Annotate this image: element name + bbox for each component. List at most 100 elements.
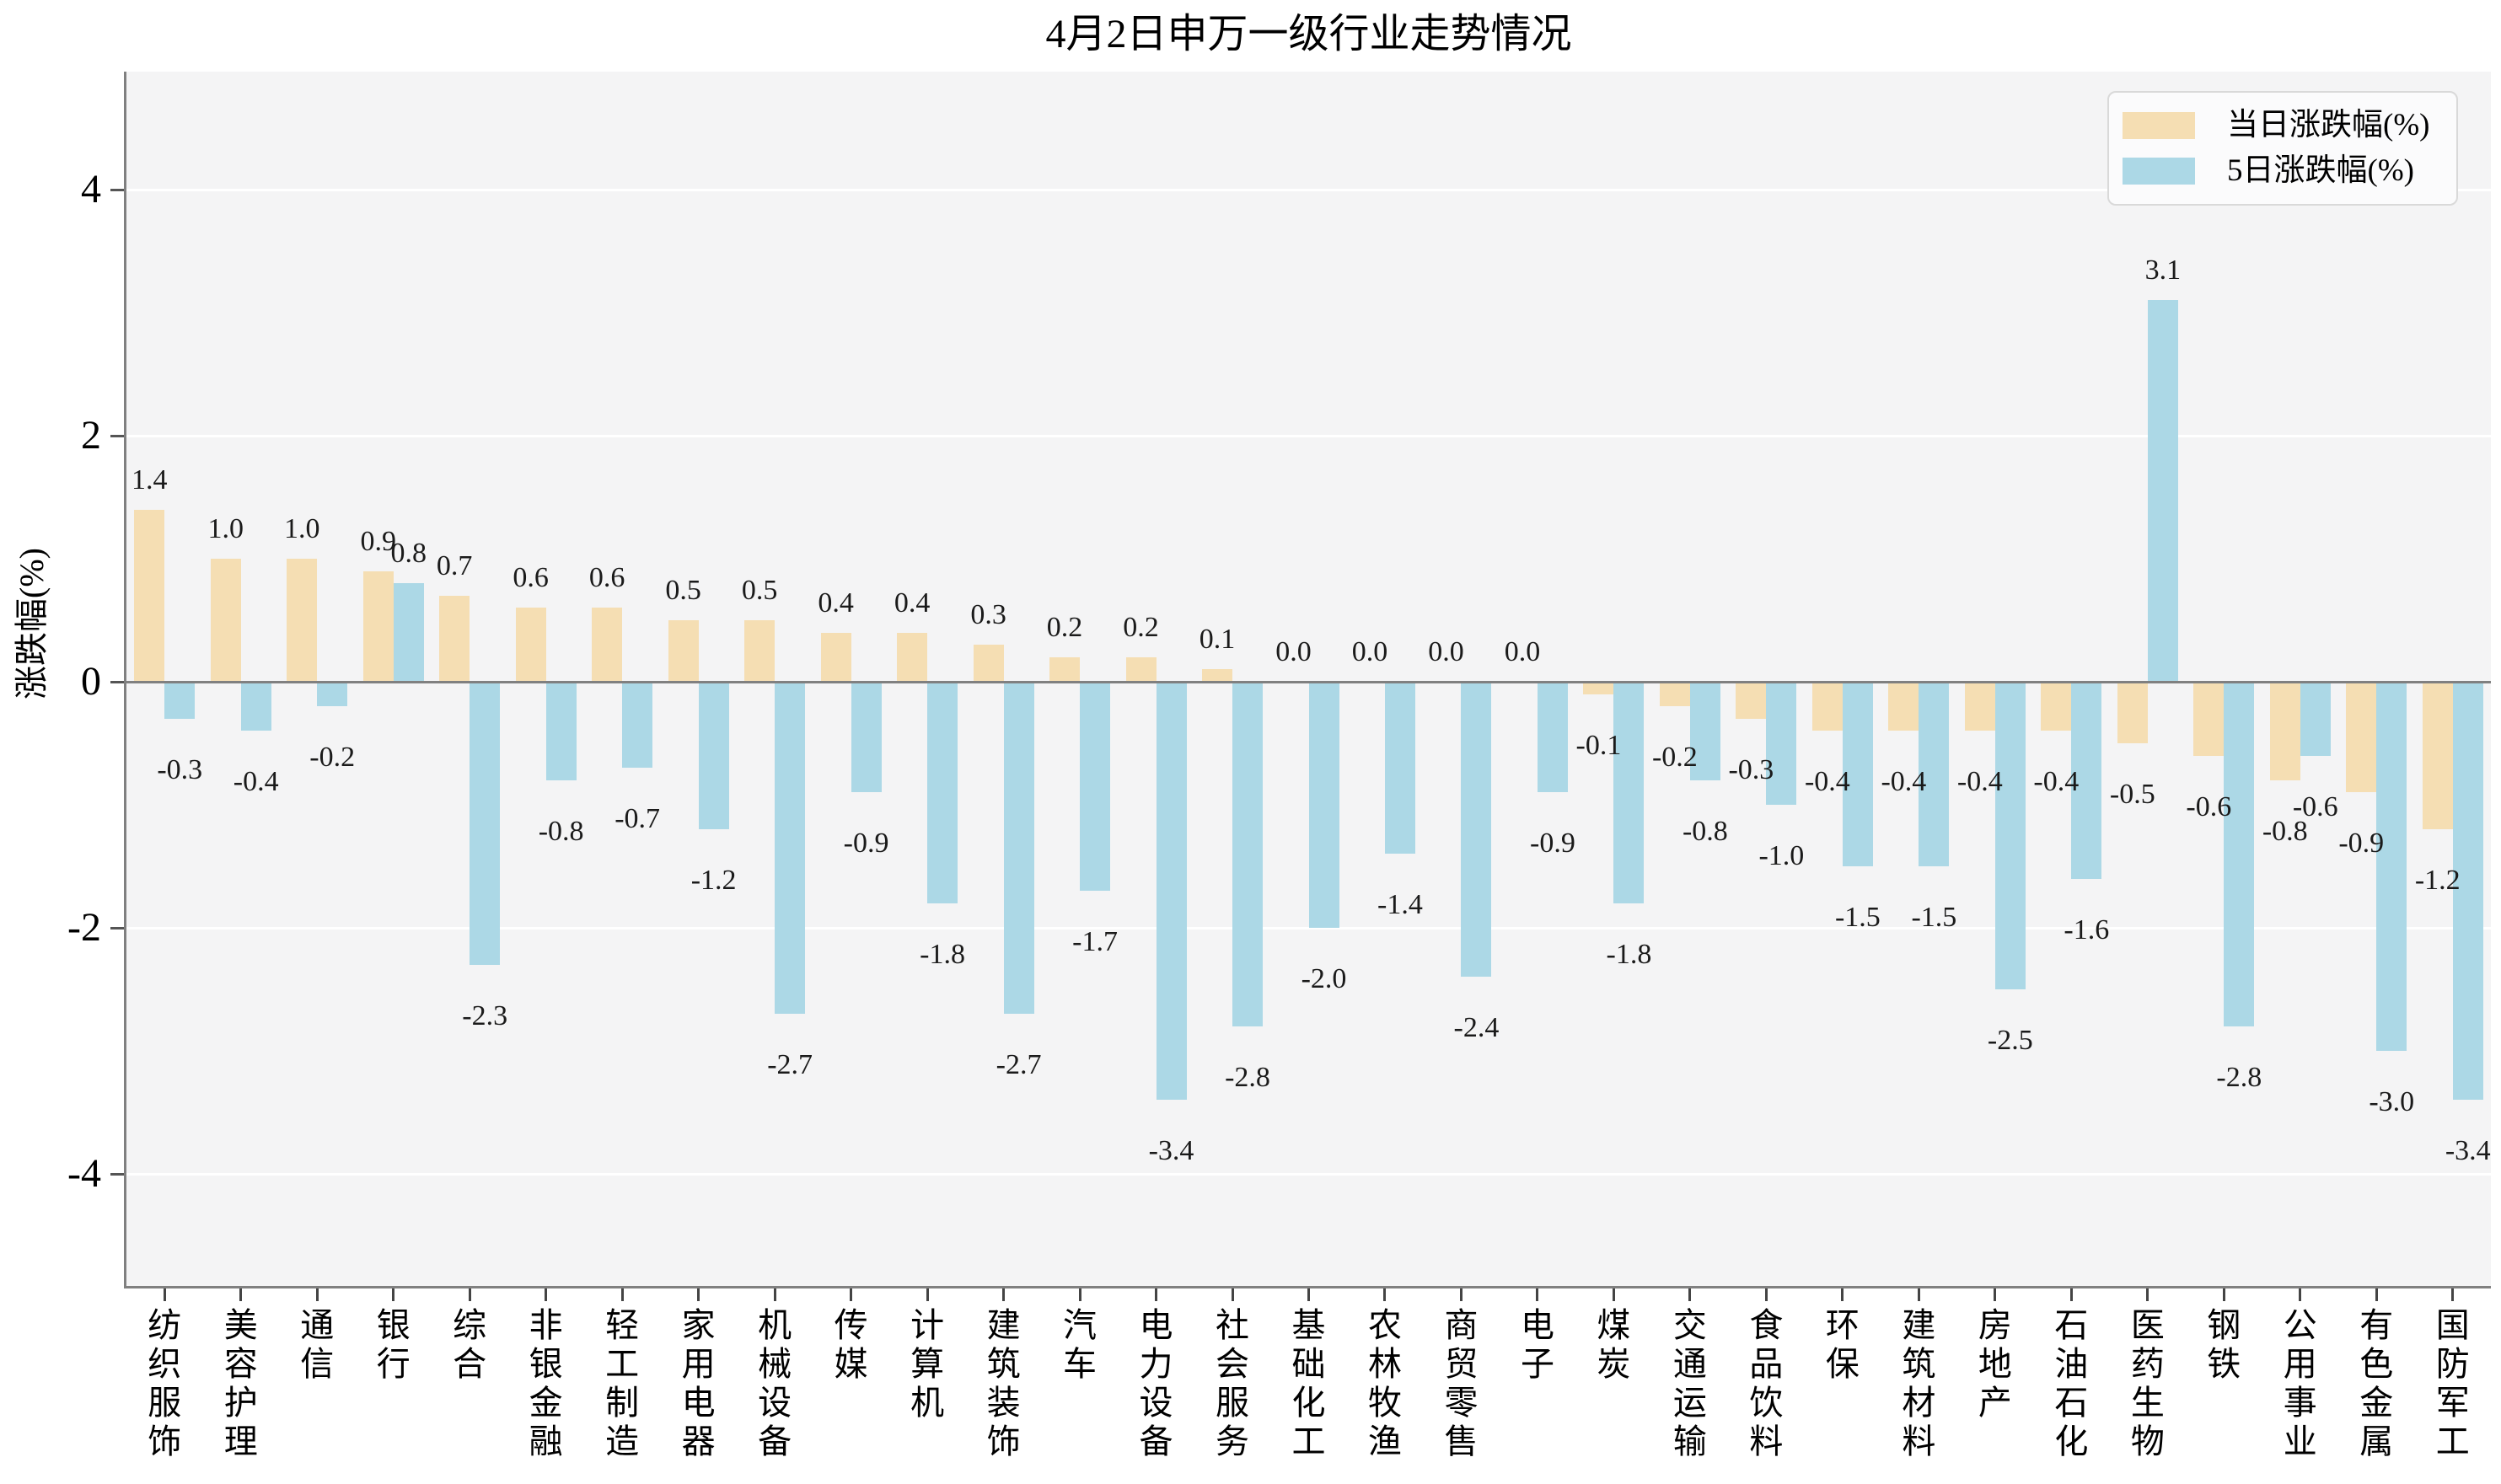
x-tick-mark — [2069, 1288, 2073, 1301]
five-day-change-bar — [1080, 682, 1111, 892]
value-label: 0.0 — [1275, 636, 1312, 667]
x-tick-mark — [1078, 1288, 1081, 1301]
daily-change-bar — [1125, 656, 1157, 682]
value-label: -0.6 — [2186, 790, 2232, 822]
x-tick-mark — [392, 1288, 395, 1301]
legend-swatch-5day — [2123, 158, 2195, 185]
x-tick-mark — [1688, 1288, 1692, 1301]
y-axis-spine — [124, 72, 126, 1288]
daily-change-bar — [362, 571, 394, 682]
five-day-change-bar — [470, 682, 501, 965]
x-tick-mark — [1764, 1288, 1768, 1301]
daily-change-bar — [515, 608, 546, 682]
gridline — [126, 188, 2491, 191]
value-label: -0.5 — [2109, 779, 2155, 810]
x-tick-label: 国 防 军 工 — [2435, 1306, 2470, 1460]
value-label: -2.8 — [2216, 1061, 2262, 1093]
x-axis-spine — [124, 1286, 2491, 1288]
value-label: -1.5 — [1911, 902, 1957, 933]
value-label: 0.9 — [360, 525, 396, 557]
five-day-change-bar — [1689, 682, 1720, 780]
daily-change-bar — [134, 509, 165, 682]
x-tick-mark — [1841, 1288, 1844, 1301]
x-tick-label: 美 容 护 理 — [223, 1306, 258, 1460]
five-day-change-bar — [2452, 682, 2483, 1101]
five-day-change-bar — [1461, 682, 1492, 978]
value-label: 0.7 — [436, 549, 473, 581]
daily-change-bar — [897, 632, 928, 682]
value-label: -2.5 — [1987, 1025, 2033, 1056]
x-tick-mark — [2299, 1288, 2302, 1301]
x-tick-label: 计 算 机 — [910, 1306, 945, 1422]
five-day-change-bar — [1156, 682, 1187, 1101]
daily-change-bar — [1049, 656, 1081, 682]
value-label: 0.2 — [1046, 611, 1083, 643]
five-day-change-bar — [317, 682, 348, 707]
x-tick-mark — [1536, 1288, 1539, 1301]
five-day-change-bar — [1766, 682, 1797, 805]
daily-change-bar — [1583, 682, 1614, 694]
value-label: -1.2 — [2414, 865, 2461, 897]
value-label: -3.4 — [2445, 1135, 2491, 1167]
x-tick-mark — [2375, 1288, 2378, 1301]
value-label: -0.3 — [1728, 753, 1774, 785]
x-tick-label: 轻 工 制 造 — [605, 1306, 640, 1460]
x-tick-label: 家 用 电 器 — [681, 1306, 716, 1460]
five-day-change-bar — [164, 682, 196, 719]
x-tick-label: 非 银 金 融 — [529, 1306, 563, 1460]
x-tick-mark — [1155, 1288, 1158, 1301]
daily-change-bar — [1964, 682, 1995, 731]
five-day-change-bar — [622, 682, 653, 769]
gridline — [126, 434, 2491, 437]
value-label: 1.0 — [283, 513, 320, 544]
x-tick-label: 公 用 事 业 — [2283, 1306, 2317, 1460]
value-label: -2.8 — [1225, 1061, 1270, 1093]
x-tick-label: 传 媒 — [834, 1306, 868, 1383]
daily-change-bar — [592, 608, 623, 682]
value-label: -0.4 — [233, 766, 279, 798]
value-label: -1.4 — [1377, 889, 1423, 921]
five-day-change-bar — [1919, 682, 1950, 866]
x-tick-label: 机 械 设 备 — [758, 1306, 792, 1460]
x-tick-mark — [1994, 1288, 1997, 1301]
x-tick-label: 建 筑 材 料 — [1902, 1306, 1936, 1460]
x-tick-label: 环 保 — [1825, 1306, 1860, 1383]
x-tick-label: 综 合 — [453, 1306, 487, 1383]
x-tick-label: 食 品 饮 料 — [1749, 1306, 1784, 1460]
five-day-change-bar — [2300, 682, 2331, 756]
y-tick-mark — [110, 188, 124, 191]
gridline — [126, 1172, 2491, 1176]
x-tick-mark — [620, 1288, 624, 1301]
x-tick-mark — [1917, 1288, 1920, 1301]
five-day-change-bar — [545, 682, 577, 780]
x-tick-label: 交 通 运 输 — [1672, 1306, 1707, 1460]
x-tick-label: 石 油 石 化 — [2054, 1306, 2089, 1460]
value-label: -2.7 — [996, 1049, 1042, 1081]
legend-label: 5日涨跌幅(%) — [2227, 153, 2414, 188]
value-label: -0.8 — [2262, 815, 2308, 847]
five-day-change-bar — [775, 682, 806, 1015]
daily-change-bar — [744, 620, 776, 682]
x-tick-label: 农 林 牧 渔 — [1367, 1306, 1402, 1460]
value-label: -0.8 — [1682, 815, 1728, 847]
daily-change-bar — [439, 595, 470, 682]
value-label: -3.4 — [1148, 1135, 1194, 1167]
x-tick-label: 有 色 金 属 — [2359, 1306, 2394, 1460]
five-day-change-bar — [927, 682, 958, 903]
x-tick-mark — [1002, 1288, 1006, 1301]
value-label: -2.0 — [1301, 963, 1347, 994]
y-tick-label: 2 — [81, 413, 101, 458]
x-tick-label: 汽 车 — [1063, 1306, 1098, 1383]
five-day-change-bar — [698, 682, 729, 830]
value-label: 0.8 — [390, 538, 427, 570]
x-tick-mark — [1459, 1288, 1462, 1301]
x-tick-label: 建 筑 装 饰 — [986, 1306, 1021, 1460]
x-tick-mark — [850, 1288, 853, 1301]
five-day-change-bar — [851, 682, 882, 793]
x-tick-mark — [697, 1288, 700, 1301]
x-tick-mark — [2222, 1288, 2225, 1301]
daily-change-bar — [973, 645, 1004, 682]
value-label: 0.1 — [1199, 624, 1236, 656]
value-label: -0.7 — [615, 803, 661, 835]
gridline — [126, 926, 2491, 930]
